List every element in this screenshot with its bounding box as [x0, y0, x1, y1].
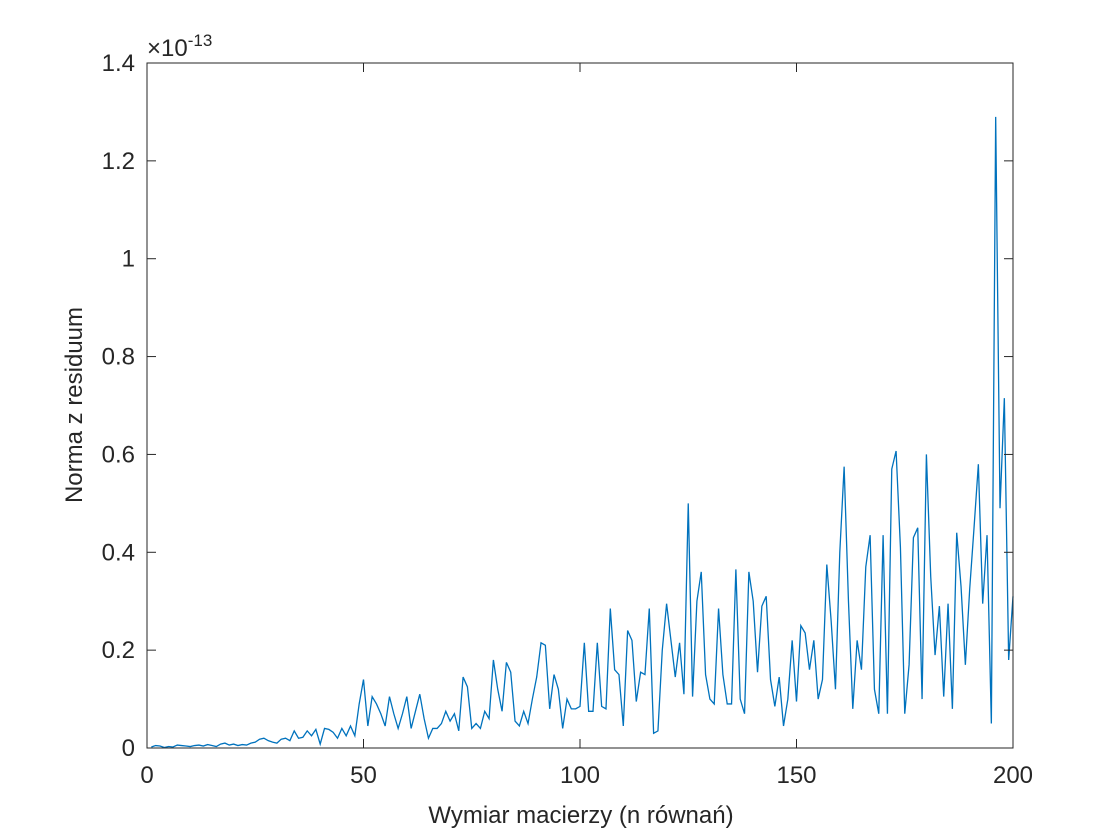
x-tick-label: 150: [776, 762, 816, 789]
y-tick-label: 0.2: [102, 637, 135, 664]
x-tick-label: 200: [993, 762, 1033, 789]
y-tick-label: 1.2: [102, 148, 135, 175]
y-tick-label: 1: [122, 246, 135, 273]
y-tick-label: 0: [122, 735, 135, 762]
x-axis-label: Wymiar macierzy (n równań): [428, 802, 733, 829]
y-tick-label: 0.4: [102, 539, 135, 566]
exponent-power: -13: [188, 31, 213, 50]
x-tick-label: 100: [560, 762, 600, 789]
y-exponent: ×10-13: [147, 31, 212, 62]
y-tick-label: 0.8: [102, 344, 135, 371]
y-tick-label: 0.6: [102, 441, 135, 468]
data-line: [151, 116, 1014, 749]
y-tick-label: 1.4: [102, 50, 135, 77]
y-axis-label: Norma z residuum: [61, 307, 88, 503]
x-tick-label: 0: [140, 762, 153, 789]
exponent-base: ×10: [147, 35, 188, 62]
x-tick-label: 50: [350, 762, 377, 789]
